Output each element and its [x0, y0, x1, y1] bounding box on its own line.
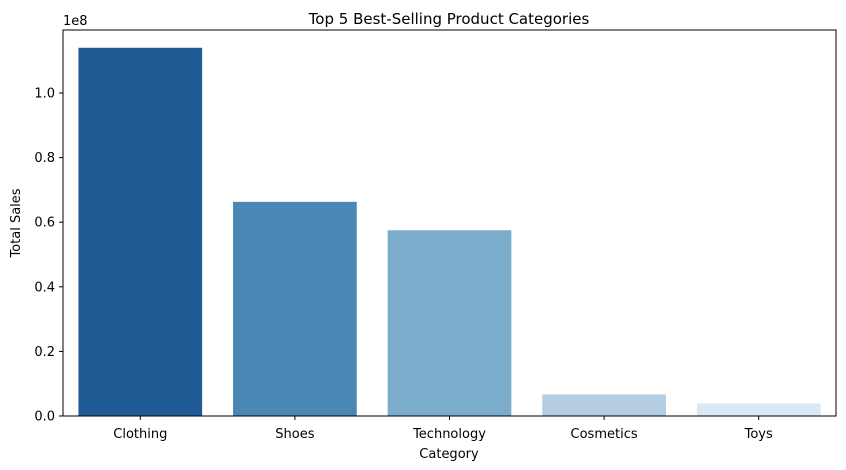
bar-cosmetics	[542, 394, 666, 416]
y-axis-offset-label: 1e8	[63, 14, 88, 29]
x-tick-label: Toys	[744, 427, 773, 442]
bar-clothing	[78, 47, 203, 417]
y-tick-label: 0.0	[34, 410, 55, 425]
x-tick-label: Cosmetics	[571, 427, 638, 442]
x-tick-label: Clothing	[113, 427, 167, 442]
bars-group	[78, 47, 821, 417]
plot-area-frame	[62, 29, 837, 417]
chart-title: Top 5 Best-Selling Product Categories	[308, 10, 590, 28]
x-tick-label: Shoes	[275, 427, 314, 442]
x-axis-label: Category	[419, 447, 479, 462]
bar-shoes	[233, 201, 357, 416]
bar-toys	[696, 403, 821, 416]
y-axis-ticks: 0.0 0.2 0.4 0.6 0.8 1.0	[34, 86, 63, 425]
x-axis-ticks: Clothing Shoes Technology Cosmetics Toys	[113, 416, 773, 442]
y-tick-label: 0.2	[34, 345, 55, 360]
y-tick-label: 0.6	[34, 216, 55, 231]
y-tick-label: 0.8	[34, 151, 55, 166]
y-tick-label: 1.0	[34, 86, 55, 101]
y-tick-label: 0.4	[34, 280, 55, 295]
x-tick-label: Technology	[412, 427, 486, 442]
y-axis-label: Total Sales	[9, 188, 24, 258]
bar-technology	[387, 230, 512, 416]
